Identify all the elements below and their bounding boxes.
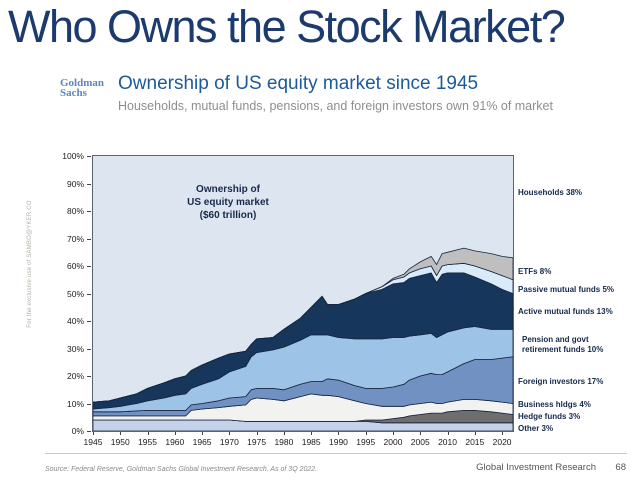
annotation-line-3: ($60 trillion) <box>199 210 257 221</box>
label-other: Other 3% <box>518 424 554 433</box>
annotation-line-1: Ownership of <box>196 184 260 195</box>
y-tick-label: 20% <box>66 371 84 381</box>
x-tick-label: 1985 <box>301 437 321 447</box>
x-tick-label: 2005 <box>410 437 430 447</box>
y-tick-mark <box>87 376 91 377</box>
y-tick-label: 30% <box>66 343 84 354</box>
x-tick-mark <box>256 432 258 435</box>
x-tick-label: 1965 <box>192 437 212 447</box>
y-tick-mark <box>87 321 91 322</box>
x-tick-mark <box>147 432 149 435</box>
y-tick-label: 60% <box>66 261 84 271</box>
x-tick-label: 1990 <box>328 437 348 447</box>
x-tick-mark <box>447 432 449 435</box>
x-tick-label: 2020 <box>492 437 512 447</box>
y-tick-label: 10% <box>66 398 84 409</box>
x-tick-mark <box>202 432 204 435</box>
label-hedge-funds: Hedge funds 3% <box>518 412 581 421</box>
x-tick-mark <box>311 432 313 435</box>
y-tick-mark <box>87 348 91 350</box>
y-tick-label: 100% <box>62 151 84 161</box>
label-business-holdings: Business hldgs 4% <box>518 400 591 409</box>
chart-subheading: Households, mutual funds, pensions, and … <box>118 99 553 113</box>
x-tick-mark <box>474 432 476 435</box>
x-tick-mark <box>502 432 504 435</box>
y-tick-mark <box>87 156 91 157</box>
x-tick-label: 1945 <box>83 437 103 447</box>
footer-department: Global Investment Research <box>476 462 596 473</box>
x-tick-mark <box>174 432 176 435</box>
goldman-sachs-logo: Goldman Sachs <box>60 77 105 99</box>
label-etfs: ETFs 8% <box>518 267 552 276</box>
annotation-line-2: US equity market <box>187 197 269 208</box>
x-tick-label: 1950 <box>110 437 130 447</box>
y-tick-mark <box>87 211 91 212</box>
label-active-mutual-funds: Active mutual funds 13% <box>518 307 613 316</box>
x-tick-mark <box>420 432 422 435</box>
y-tick-mark <box>87 266 91 267</box>
x-tick-mark <box>229 432 231 435</box>
y-tick-mark <box>87 403 91 405</box>
y-tick-label: 80% <box>66 206 84 216</box>
x-tick-label: 1955 <box>138 437 157 447</box>
x-tick-label: 1980 <box>274 437 294 447</box>
stacked-area-svg <box>93 247 513 431</box>
x-tick-mark <box>365 432 367 435</box>
x-tick-label: 1960 <box>165 437 185 447</box>
y-tick-label: 70% <box>66 233 84 244</box>
y-tick-label: 40% <box>66 316 84 326</box>
logo-line-2: Sachs <box>60 87 87 99</box>
label-foreign-investors: Foreign investors 17% <box>518 377 604 386</box>
x-tick-mark <box>120 432 122 435</box>
logo-line-1: Goldman <box>60 77 105 89</box>
plot-annotation: Ownership of US equity market ($60 trill… <box>148 183 308 222</box>
y-tick-label: 90% <box>66 178 84 189</box>
area-etfs <box>93 247 513 403</box>
label-passive-mutual-funds: Passive mutual funds 5% <box>518 285 615 294</box>
x-tick-mark <box>93 432 94 435</box>
x-tick-mark <box>283 432 285 435</box>
x-tick-label: 1995 <box>356 437 376 447</box>
x-tick-mark <box>393 432 394 435</box>
y-tick-mark <box>87 431 91 432</box>
slide-title: Who Owns the Stock Market? <box>8 1 566 52</box>
x-tick-label: 2000 <box>383 437 403 447</box>
chart-heading: Ownership of US equity market since 1945 <box>118 73 479 94</box>
footer-source-note: Source: Federal Reserve, Goldman Sachs G… <box>45 466 318 473</box>
y-tick-label: 50% <box>66 288 84 299</box>
x-tick-label: 2010 <box>438 437 457 447</box>
footer-page-number: 68 <box>615 462 626 473</box>
y-tick-mark <box>87 183 91 185</box>
x-tick-label: 1975 <box>247 437 267 447</box>
stacked-area-plot: Ownership of US equity market ($60 trill… <box>62 151 514 447</box>
x-tick-label: 2015 <box>465 437 485 447</box>
label-pension-govt-retirement: Pension and govt retirement funds 10% <box>522 335 604 354</box>
x-tick-label: 1970 <box>219 437 239 447</box>
y-tick-mark <box>87 293 91 295</box>
label-households: Households 38% <box>518 188 583 197</box>
y-tick-mark <box>87 238 91 240</box>
footer-divider <box>45 453 627 454</box>
x-tick-mark <box>338 432 340 435</box>
y-tick-label: 0% <box>71 426 84 436</box>
exclusive-use-watermark: For the exclusive use of SAMBO@YKER.CO <box>27 200 33 328</box>
